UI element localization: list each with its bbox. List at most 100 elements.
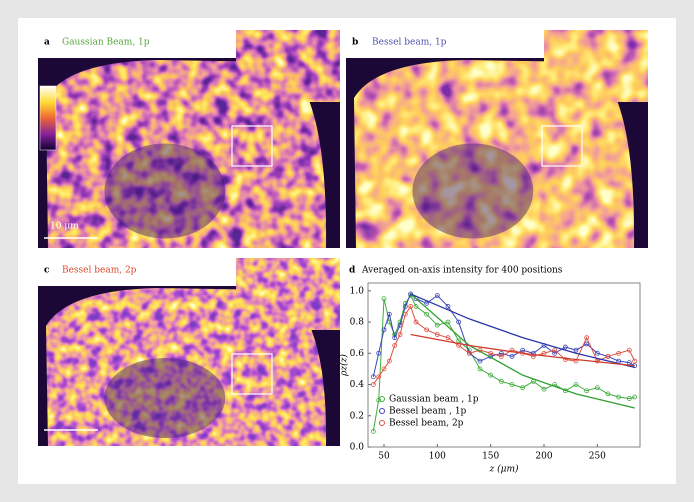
data-point bbox=[376, 374, 382, 380]
data-point bbox=[397, 332, 403, 337]
data-point bbox=[632, 358, 638, 364]
data-point bbox=[413, 319, 419, 325]
data-point bbox=[509, 354, 515, 359]
data-point bbox=[632, 394, 638, 400]
x-tick-label: 250 bbox=[589, 452, 606, 462]
data-point bbox=[466, 350, 472, 356]
data-point bbox=[530, 350, 536, 356]
chart-title: Averaged on-axis intensity for 400 posit… bbox=[361, 266, 563, 276]
data-point bbox=[541, 386, 547, 392]
data-point bbox=[402, 311, 408, 317]
data-point bbox=[626, 347, 632, 353]
legend-label: Gaussian beam , 1p bbox=[389, 395, 479, 405]
data-point bbox=[520, 385, 526, 391]
data-point bbox=[413, 304, 419, 309]
dark-region bbox=[104, 143, 226, 239]
inset bbox=[235, 29, 341, 103]
data-point bbox=[402, 304, 408, 309]
data-point bbox=[386, 311, 392, 317]
data-point bbox=[552, 350, 558, 356]
data-point bbox=[370, 382, 376, 387]
fit-line bbox=[410, 333, 635, 367]
legend-label: Bessel beam, 2p bbox=[389, 419, 464, 429]
data-point bbox=[370, 428, 376, 434]
roi-box bbox=[231, 125, 273, 167]
data-point bbox=[616, 394, 622, 400]
data-point bbox=[424, 311, 430, 317]
chart: 0.0 0.2 0.4 0.6 0.8 1.0 50 100 150 200 250 z (μm) ρz… bbox=[339, 282, 641, 475]
data-point bbox=[381, 366, 387, 372]
y-tick-label: 0.0 bbox=[350, 443, 365, 453]
data-point bbox=[370, 374, 376, 380]
data-point bbox=[498, 378, 504, 384]
y-tick-label: 0.2 bbox=[350, 411, 364, 421]
x-axis-label: z (μm) bbox=[488, 464, 518, 475]
data-point bbox=[376, 350, 382, 356]
data-point bbox=[477, 366, 483, 372]
legend-marker bbox=[379, 396, 385, 402]
data-point bbox=[392, 335, 398, 341]
data-point bbox=[445, 319, 451, 325]
data-point bbox=[605, 391, 611, 397]
data-point bbox=[408, 291, 414, 297]
data-point bbox=[434, 293, 440, 298]
data-point bbox=[488, 350, 494, 356]
panel-title: Bessel beam, 2p bbox=[62, 266, 137, 276]
data-point bbox=[477, 358, 483, 364]
data-point bbox=[605, 354, 611, 359]
images bbox=[38, 29, 649, 446]
data-point bbox=[434, 322, 440, 328]
scale-bar-label: 10 μm bbox=[50, 222, 79, 232]
dark-region bbox=[412, 143, 534, 239]
panel-letter: c bbox=[44, 266, 50, 276]
panel-letter: b bbox=[352, 38, 358, 48]
x-tick-label: 50 bbox=[378, 452, 390, 462]
panel-letter: d bbox=[349, 266, 356, 276]
data-point bbox=[408, 304, 414, 309]
fit-line bbox=[410, 293, 635, 409]
data-point bbox=[434, 332, 440, 337]
data-point bbox=[456, 319, 462, 325]
y-tick-label: 1.0 bbox=[350, 286, 365, 296]
data-point bbox=[498, 354, 504, 359]
y-axis-label: ρz(z) bbox=[339, 354, 350, 377]
y-tick-label: 0.6 bbox=[350, 349, 365, 359]
data-point bbox=[616, 350, 622, 356]
roi-box bbox=[231, 353, 273, 395]
legend-marker bbox=[379, 420, 385, 426]
fit-line bbox=[410, 293, 635, 368]
inset bbox=[235, 257, 341, 331]
data-point bbox=[594, 350, 600, 356]
data-point bbox=[498, 350, 504, 356]
data-point bbox=[445, 304, 451, 309]
data-point bbox=[488, 372, 494, 378]
data-point bbox=[584, 388, 590, 394]
data-point bbox=[573, 347, 579, 353]
data-point bbox=[584, 335, 590, 341]
x-tick-label: 100 bbox=[429, 452, 446, 462]
data-point bbox=[456, 338, 462, 344]
roi-box bbox=[541, 125, 583, 167]
data-point bbox=[626, 396, 632, 401]
data-point bbox=[573, 382, 579, 387]
dark-region bbox=[104, 358, 226, 438]
data-point bbox=[584, 341, 590, 347]
panel-title: Gaussian Beam, 1p bbox=[62, 38, 150, 48]
data-point bbox=[445, 335, 451, 341]
inset bbox=[543, 29, 649, 103]
panel-title: Bessel beam, 1p bbox=[372, 38, 447, 48]
y-tick-label: 0.8 bbox=[350, 318, 365, 328]
data-point bbox=[424, 327, 430, 333]
y-tick-label: 0.4 bbox=[350, 380, 365, 390]
legend-label: Bessel beam , 1p bbox=[389, 407, 467, 417]
panel-letter: a bbox=[44, 38, 50, 48]
data-point bbox=[594, 385, 600, 391]
data-point bbox=[386, 358, 392, 364]
legend-marker bbox=[379, 408, 385, 414]
colorbar bbox=[39, 85, 57, 151]
data-point bbox=[381, 327, 387, 333]
data-point bbox=[509, 382, 515, 387]
data-point bbox=[520, 347, 526, 353]
data-point bbox=[392, 343, 398, 348]
